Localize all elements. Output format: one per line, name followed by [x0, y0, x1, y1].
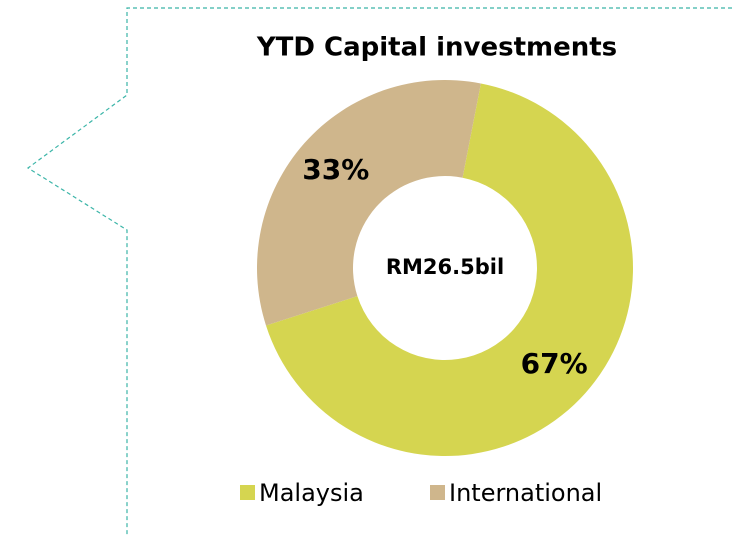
legend-swatch	[430, 485, 445, 500]
legend-label: International	[449, 479, 602, 507]
legend-swatch	[240, 485, 255, 500]
chart-title: YTD Capital investments	[256, 33, 617, 63]
legend-label: Malaysia	[259, 479, 364, 507]
callout-border	[26, 7, 732, 537]
center-label: RM26.5bil	[386, 255, 504, 279]
data-label: 33%	[302, 153, 369, 186]
donut-slice	[256, 79, 481, 326]
data-label: 67%	[521, 347, 588, 380]
donut-slice	[265, 83, 633, 456]
